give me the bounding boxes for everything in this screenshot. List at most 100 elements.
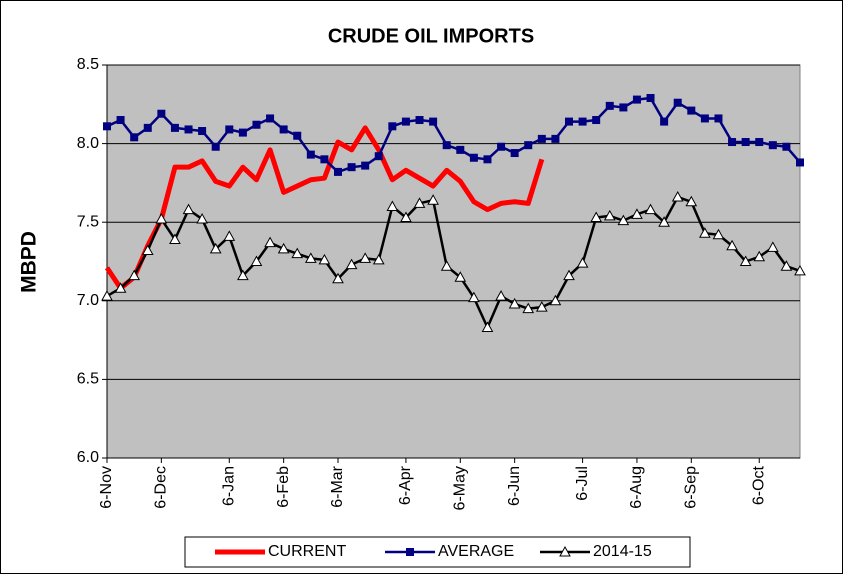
point-marker <box>279 125 288 134</box>
x-tick-label: 6-Jan <box>221 466 238 506</box>
point-marker <box>660 117 669 126</box>
point-marker <box>728 138 737 147</box>
point-marker <box>468 291 480 303</box>
legend-box <box>184 536 691 568</box>
point-marker <box>266 114 275 123</box>
point-marker <box>632 95 641 104</box>
point-marker <box>128 269 141 281</box>
point-marker <box>780 260 793 271</box>
x-tick-label: 6-Jul <box>574 466 591 501</box>
point-marker <box>796 158 804 167</box>
x-tick-label: 6-Oct <box>750 465 767 505</box>
point-marker <box>116 116 125 125</box>
point-marker <box>671 191 684 202</box>
point-marker <box>223 230 236 241</box>
point-marker <box>794 264 806 276</box>
point-marker <box>401 117 410 126</box>
plot-area <box>106 64 801 459</box>
point-marker <box>755 138 764 147</box>
point-marker <box>334 167 342 176</box>
point-marker <box>141 244 154 255</box>
point-marker <box>644 203 657 215</box>
point-marker <box>198 127 207 136</box>
point-marker <box>712 228 725 240</box>
point-marker <box>114 282 127 293</box>
point-marker <box>374 152 383 161</box>
x-tick-label: 6-Dec <box>153 466 170 509</box>
point-marker <box>332 272 344 284</box>
point-marker <box>495 290 507 301</box>
point-marker <box>658 216 670 227</box>
x-tick-label: 6-Mar <box>329 465 346 507</box>
point-marker <box>497 142 506 151</box>
point-marker <box>456 145 465 154</box>
point-marker <box>699 227 711 238</box>
point-marker <box>739 255 752 266</box>
point-marker <box>413 197 426 208</box>
chart-title: CRUDE OIL IMPORTS <box>328 25 534 47</box>
point-marker <box>687 106 696 115</box>
x-tick-label: 6-Sep <box>683 466 700 509</box>
point-marker <box>590 211 603 222</box>
point-marker <box>603 209 616 221</box>
point-marker <box>304 252 317 263</box>
point-marker <box>442 141 451 150</box>
point-marker <box>617 214 630 226</box>
y-tick-label: 7.0 <box>77 292 99 309</box>
point-marker <box>782 142 791 151</box>
point-marker <box>225 125 234 134</box>
y-tick-label: 7.5 <box>77 213 99 230</box>
point-marker <box>182 203 195 215</box>
point-marker <box>318 253 331 265</box>
point-marker <box>211 142 220 151</box>
point-marker <box>537 134 546 143</box>
x-tick-label: 6-Feb <box>275 466 292 508</box>
point-marker <box>481 321 494 333</box>
point-marker <box>508 297 521 309</box>
point-marker <box>347 163 356 172</box>
point-marker <box>592 116 601 125</box>
point-marker <box>619 103 628 112</box>
point-marker <box>535 301 548 312</box>
point-marker <box>359 252 372 263</box>
y-tick-label: 6.0 <box>77 449 99 466</box>
point-marker <box>631 208 643 219</box>
point-marker <box>170 123 179 132</box>
point-marker <box>388 122 397 131</box>
x-tick-label: 6-Apr <box>397 465 414 505</box>
point-marker <box>277 242 290 254</box>
point-marker <box>685 195 698 207</box>
point-marker <box>766 241 779 252</box>
point-marker <box>372 253 385 265</box>
legend-marker <box>406 548 414 556</box>
point-marker <box>483 155 492 164</box>
point-marker <box>753 250 766 262</box>
point-marker <box>549 294 562 306</box>
x-tick-label: 6-Jun <box>506 466 523 506</box>
point-marker <box>250 255 263 266</box>
point-marker <box>264 236 276 248</box>
point-marker <box>429 117 438 126</box>
point-marker <box>563 269 575 281</box>
point-marker <box>522 302 535 314</box>
y-tick-label: 6.5 <box>77 371 99 388</box>
point-marker <box>345 258 358 270</box>
point-marker <box>155 213 168 224</box>
point-marker <box>646 94 655 103</box>
point-marker <box>293 131 302 140</box>
x-tick-label: 6-May <box>452 466 469 510</box>
point-marker <box>143 123 152 132</box>
series-line <box>104 125 545 291</box>
point-marker <box>576 257 589 268</box>
point-marker <box>386 200 399 211</box>
point-marker <box>157 109 166 118</box>
point-marker <box>361 161 370 170</box>
point-marker <box>768 141 777 150</box>
legend-label: AVERAGE <box>438 543 514 560</box>
point-marker <box>524 141 533 150</box>
point-marker <box>196 213 208 224</box>
x-tick-label: 6-Aug <box>628 466 645 509</box>
point-marker <box>130 133 139 142</box>
y-axis-label: MBPD <box>18 231 41 293</box>
point-marker <box>427 194 439 205</box>
